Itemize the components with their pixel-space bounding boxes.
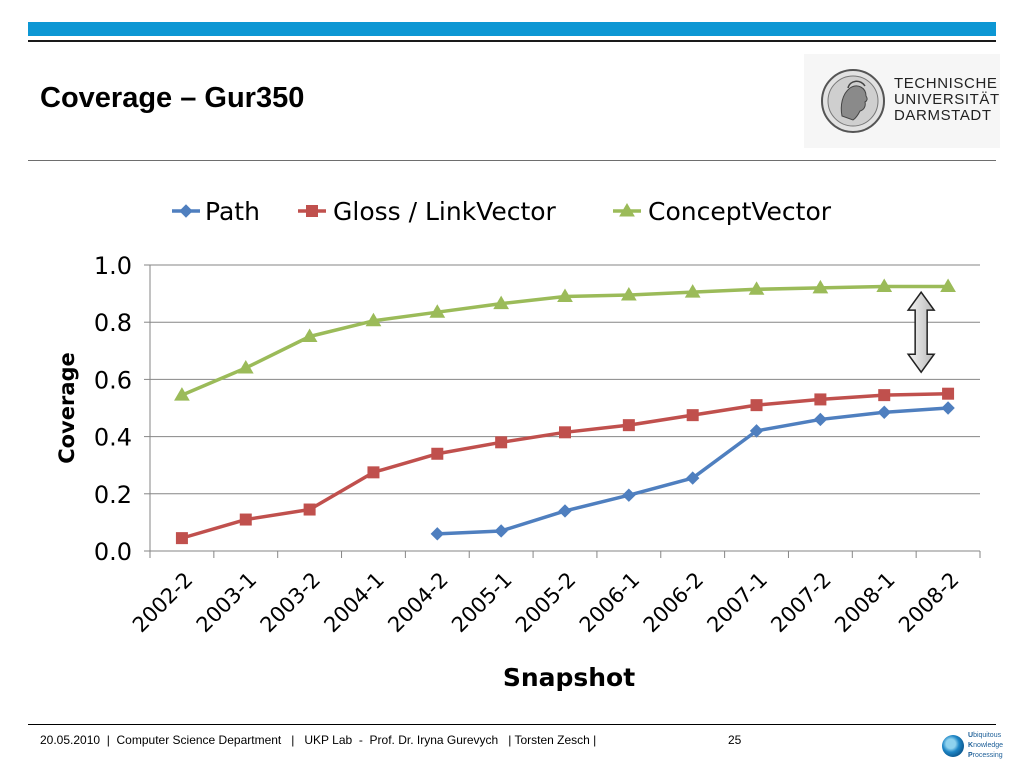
data-point bbox=[301, 328, 318, 342]
data-point bbox=[429, 304, 446, 318]
x-axis-label: Snapshot bbox=[503, 663, 635, 692]
x-tick-label: 2004-2 bbox=[383, 568, 453, 638]
x-tick-label: 2004-1 bbox=[319, 568, 389, 638]
data-point bbox=[749, 424, 764, 438]
data-point bbox=[748, 281, 765, 295]
athena-seal-icon bbox=[821, 69, 885, 133]
data-point bbox=[813, 412, 828, 427]
footer-rule bbox=[28, 724, 996, 725]
data-point bbox=[941, 401, 955, 415]
x-tick-label: 2003-2 bbox=[256, 568, 326, 638]
logo-line: DARMSTADT bbox=[894, 107, 992, 124]
data-point bbox=[495, 436, 508, 449]
x-tick-label: 2008-1 bbox=[830, 568, 900, 638]
logo-wordmark: TECHNISCHE UNIVERSITÄT DARMSTADT bbox=[894, 76, 1000, 124]
data-point bbox=[620, 287, 637, 301]
legend-label: ConceptVector bbox=[648, 197, 832, 226]
data-point bbox=[814, 393, 827, 406]
data-point bbox=[367, 466, 380, 479]
data-point bbox=[559, 426, 571, 439]
data-point bbox=[431, 447, 444, 460]
data-point bbox=[942, 387, 955, 400]
tu-darmstadt-logo: TECHNISCHE UNIVERSITÄT DARMSTADT bbox=[804, 54, 1000, 148]
x-tick-label: 2005-2 bbox=[511, 568, 581, 638]
data-point bbox=[940, 278, 956, 292]
logo-line: UNIVERSITÄT bbox=[894, 91, 1000, 108]
data-point bbox=[175, 532, 188, 545]
series bbox=[174, 278, 956, 545]
data-point bbox=[303, 503, 316, 516]
data-point bbox=[237, 359, 254, 374]
ukp-initial: P bbox=[968, 752, 973, 759]
y-tick-label: 0.8 bbox=[94, 309, 132, 337]
data-point bbox=[557, 288, 573, 302]
y-tick-label: 1.0 bbox=[94, 252, 132, 280]
x-tick-label: 2006-1 bbox=[575, 568, 645, 638]
legend: Path Gloss / LinkVector ConceptVector bbox=[172, 197, 832, 226]
y-tick-label: 0.4 bbox=[94, 424, 132, 452]
double-arrow-annotation bbox=[906, 290, 936, 374]
data-point bbox=[622, 419, 635, 432]
x-tick-label: 2005-1 bbox=[447, 568, 517, 638]
x-tick-label: 2007-1 bbox=[703, 568, 773, 638]
logo-line: TECHNISCHE bbox=[894, 75, 998, 92]
top-accent-bar bbox=[28, 22, 996, 36]
axes: 0.00.20.40.60.81.02002-22003-12003-22004… bbox=[94, 252, 981, 638]
data-point bbox=[812, 279, 829, 294]
y-tick-label: 0.2 bbox=[94, 481, 132, 509]
data-point bbox=[876, 278, 893, 292]
data-point bbox=[494, 524, 508, 538]
ukp-logo: Ubiquitous Knowledge Processing bbox=[940, 730, 1003, 764]
slide-title: Coverage – Gur350 bbox=[40, 82, 305, 114]
data-point bbox=[622, 488, 636, 502]
ukp-word: rocessing bbox=[972, 752, 1003, 759]
data-point bbox=[877, 405, 891, 419]
data-point bbox=[239, 513, 252, 526]
ukp-word: nowledge bbox=[973, 742, 1004, 749]
top-rule bbox=[28, 40, 996, 42]
data-point bbox=[878, 389, 891, 402]
data-point bbox=[179, 204, 193, 218]
series-line bbox=[435, 406, 950, 536]
y-tick-label: 0.6 bbox=[94, 366, 132, 394]
data-point bbox=[306, 205, 318, 217]
y-tick-label: 0.0 bbox=[94, 538, 132, 566]
y-axis-label: Coverage bbox=[55, 352, 79, 464]
ukp-initial: K bbox=[968, 742, 974, 749]
x-tick-label: 2006-2 bbox=[639, 568, 709, 638]
ukp-wordmark: Ubiquitous Knowledge Processing bbox=[968, 731, 1003, 761]
ukp-word: biquitous bbox=[973, 732, 1002, 739]
ukp-globe-icon bbox=[942, 735, 964, 757]
footer-text: 20.05.2010 | Computer Science Department… bbox=[40, 733, 597, 747]
data-point bbox=[686, 409, 699, 422]
data-point bbox=[619, 203, 635, 217]
data-point bbox=[430, 527, 445, 541]
x-tick-label: 2007-2 bbox=[766, 568, 836, 638]
x-tick-label: 2002-2 bbox=[128, 568, 198, 638]
series-line bbox=[180, 284, 950, 397]
data-point bbox=[750, 399, 763, 412]
annotations bbox=[906, 290, 936, 374]
data-point bbox=[685, 471, 700, 485]
page-number: 25 bbox=[728, 733, 742, 747]
x-tick-label: 2003-1 bbox=[192, 568, 262, 638]
data-point bbox=[365, 312, 382, 327]
legend-label: Path bbox=[205, 197, 260, 226]
ukp-initial: U bbox=[968, 732, 974, 739]
data-point bbox=[174, 387, 190, 401]
legend-label: Gloss / LinkVector bbox=[333, 197, 557, 226]
data-point bbox=[684, 284, 701, 298]
data-point bbox=[493, 295, 510, 310]
x-tick-label: 2008-2 bbox=[894, 568, 964, 638]
data-point bbox=[558, 504, 572, 518]
header-divider bbox=[28, 160, 996, 161]
